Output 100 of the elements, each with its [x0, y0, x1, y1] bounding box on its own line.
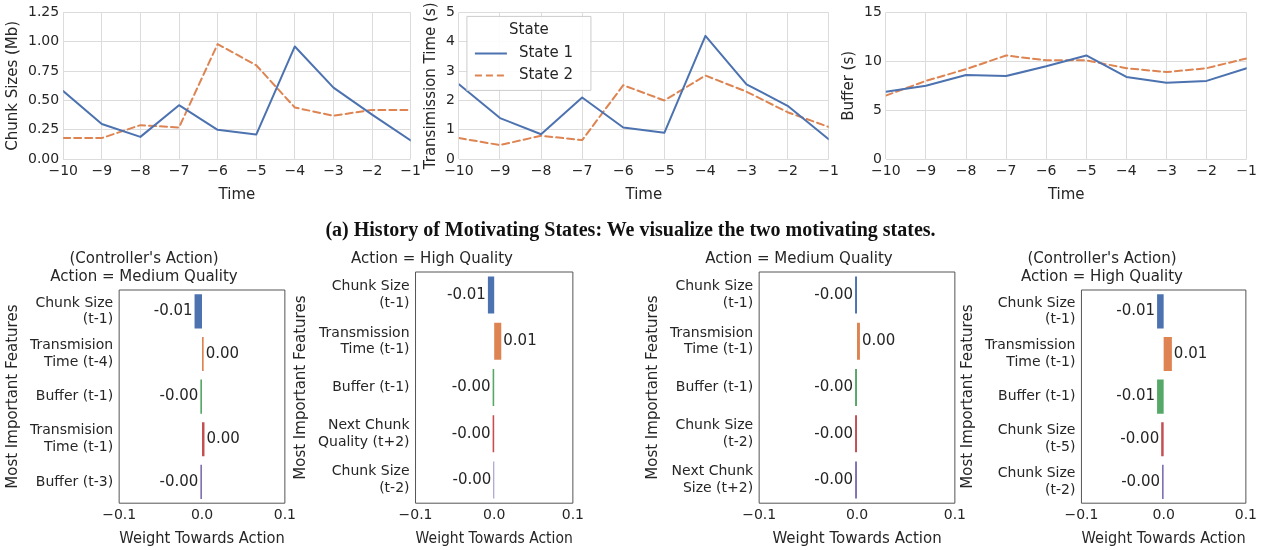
y-tick-label: 0.75 — [28, 61, 60, 78]
x-tick-label: −6 — [612, 162, 634, 179]
chart-title: Action = Medium Quality — [705, 248, 893, 267]
data-label: -0.00 — [814, 285, 854, 304]
data-label: -0.00 — [814, 469, 854, 488]
data-label: -0.00 — [814, 423, 854, 442]
x-tick-label: −4 — [284, 162, 306, 179]
y-tick-label: Buffer (t-3) — [35, 472, 114, 489]
y-tick-label: Chunk Size (t-1) — [675, 277, 754, 311]
chart-title: (Controller's Action) Action = Medium Quality — [50, 248, 238, 285]
legend-title: State — [509, 20, 549, 39]
x-tick-label: −9 — [91, 162, 113, 179]
x-tick-label: 0.0 — [845, 506, 869, 523]
data-label: 0.00 — [205, 343, 240, 362]
y-tick-label: 2 — [445, 91, 455, 108]
x-tick-label: −5 — [654, 162, 675, 179]
x-tick-label: −7 — [168, 162, 190, 179]
data-label: -0.01 — [1116, 301, 1156, 320]
x-tick-label: −7 — [571, 162, 593, 179]
y-tick-label: Buffer (t-1) — [675, 378, 754, 395]
data-label: 0.00 — [206, 429, 240, 448]
y-tick-label: Next Chunk Quality (t+2) — [318, 416, 411, 449]
x-tick-label: 0.1 — [943, 506, 966, 523]
x-tick-label: −0.1 — [1064, 506, 1099, 523]
y-tick-label: 3 — [445, 61, 455, 78]
data-label: 0.01 — [1173, 343, 1208, 362]
x-tick-label: −4 — [1116, 162, 1137, 179]
x-tick-label: −0.1 — [742, 506, 777, 523]
y-tick-label: Buffer (t-1) — [332, 378, 410, 395]
x-tick-label: 0.1 — [1234, 506, 1257, 523]
y-tick-label: 10 — [863, 51, 882, 68]
y-tick-label: Chunk Size (t-1) — [331, 277, 410, 311]
x-tick-label: −8 — [130, 162, 151, 179]
y-tick-label: 15 — [863, 3, 882, 20]
y-tick-label: Transmision Time (t-4) — [28, 336, 114, 369]
x-tick-label: −6 — [1035, 162, 1057, 179]
y-axis-title: Most Important Features — [957, 304, 976, 489]
y-tick-label: 5 — [445, 3, 455, 20]
y-axis-title: Chunk Sizes (Mb) — [2, 20, 21, 151]
y-tick-label: Buffer (t-1) — [35, 387, 114, 404]
x-tick-label: −2 — [777, 162, 798, 179]
data-label: -0.00 — [452, 469, 492, 488]
x-tick-label: −1 — [818, 162, 839, 179]
y-axis-title: Most Important Features — [642, 295, 661, 480]
y-tick-label: 1.00 — [28, 32, 60, 49]
data-label: -0.00 — [1120, 429, 1160, 448]
data-label: 0.01 — [503, 331, 537, 350]
x-axis-title: Weight Towards Action — [119, 528, 285, 546]
data-label: -0.01 — [1116, 386, 1156, 405]
data-label: -0.00 — [159, 471, 199, 490]
x-axis-title: Time — [217, 184, 256, 203]
y-tick-label: Transmission Time (t-1) — [318, 323, 410, 357]
y-axis-title: Most Important Features — [290, 295, 309, 480]
x-tick-label: −2 — [1196, 162, 1217, 179]
data-label: -0.00 — [451, 423, 491, 442]
data-label: -0.00 — [451, 377, 491, 396]
y-axis-title: Buffer (s) — [838, 50, 857, 121]
y-tick-label: Transmission Time (t-1) — [983, 336, 1076, 369]
x-tick-label: −8 — [530, 162, 552, 179]
x-tick-label: 0.0 — [483, 506, 506, 523]
x-tick-label: −7 — [995, 162, 1017, 179]
y-axis-title: Transimission Time (s) — [420, 2, 439, 171]
y-tick-label: Chunk Size (t-1) — [997, 293, 1076, 327]
chart-title: Action = High Quality — [351, 248, 514, 267]
x-tick-label: 0.0 — [190, 506, 214, 523]
x-axis-title: Weight Towards Action — [772, 528, 942, 547]
y-tick-label: Chunk Size (t-2) — [997, 464, 1076, 497]
y-tick-label: 4 — [445, 32, 455, 49]
x-tick-label: −1 — [400, 162, 421, 179]
x-axis-title: Weight Towards Action — [415, 529, 573, 546]
legend-label: State 1 — [518, 43, 573, 62]
x-axis-title: Weight Towards Action — [1081, 528, 1246, 546]
x-tick-label: 0.1 — [561, 506, 584, 523]
y-tick-label: 0.50 — [28, 91, 60, 108]
y-tick-label: Transmision Time (t-1) — [668, 323, 754, 357]
x-tick-label: 0.1 — [273, 506, 296, 523]
x-tick-label: −2 — [361, 162, 383, 179]
x-tick-label: −5 — [245, 162, 267, 179]
x-tick-label: −3 — [323, 162, 344, 179]
x-tick-label: −5 — [1075, 162, 1097, 179]
x-tick-label: −6 — [207, 162, 229, 179]
y-tick-label: Buffer (t-1) — [998, 387, 1076, 404]
y-tick-label: Transmision Time (t-1) — [28, 421, 114, 455]
x-tick-label: −4 — [695, 162, 716, 179]
x-axis-title: Time — [624, 184, 663, 203]
data-label: -0.00 — [159, 386, 199, 405]
y-tick-label: Next Chunk Size (t+2) — [671, 462, 755, 496]
x-axis-title: Time — [1046, 184, 1085, 203]
x-tick-label: −0.1 — [398, 506, 433, 523]
y-tick-label: Chunk Size (t-2) — [331, 462, 410, 496]
data-label: -0.01 — [447, 285, 486, 304]
y-tick-label: 1 — [445, 120, 455, 137]
legend-label: State 2 — [518, 65, 573, 84]
text: (a) History of Motivating States: We visualize the two motivating states. — [324, 218, 937, 241]
y-tick-label: Chunk Size (t-1) — [35, 293, 114, 327]
data-label: -0.00 — [1121, 471, 1161, 490]
x-tick-label: −3 — [736, 162, 757, 179]
x-tick-label: −1 — [1236, 162, 1257, 179]
x-tick-label: −0.1 — [102, 506, 137, 523]
y-tick-label: 1.25 — [28, 3, 60, 20]
